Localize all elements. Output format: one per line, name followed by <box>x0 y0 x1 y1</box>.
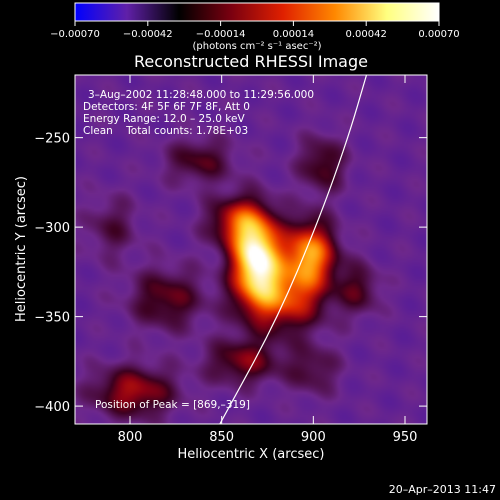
heatmap-plot-area: 800 850 900 950 −250 −300 −350 −400 <box>34 74 428 445</box>
x-axis-label: Heliocentric X (arcsec) <box>178 447 325 462</box>
colorbar-tick-label: −0.00070 <box>50 29 100 40</box>
colorbar-ticks: −0.00070 −0.00042 −0.00014 0.00014 0.00042 0.… <box>50 21 460 40</box>
colorbar-unit-label: (photons cm⁻² s⁻¹ asec⁻²) <box>192 41 321 52</box>
x-tick-label: 800 <box>118 430 143 445</box>
colorbar-tick-label: −0.00042 <box>123 29 173 40</box>
y-tick-label: −300 <box>34 221 70 236</box>
annotation-peak: Position of Peak = [869,–319] <box>95 399 250 411</box>
x-tick-label: 850 <box>209 430 234 445</box>
colorbar-tick-label: −0.00014 <box>196 29 246 40</box>
y-tick-label: −250 <box>34 132 70 147</box>
footer-date: 20–Apr–2013 11:47 <box>389 483 496 496</box>
colorbar-tick-label: 0.00042 <box>346 29 387 40</box>
annotation-clean: Clean Total counts: 1.78E+03 <box>83 125 248 137</box>
x-tick-label: 900 <box>301 430 326 445</box>
annotation-energy: Energy Range: 12.0 – 25.0 keV <box>83 113 245 125</box>
y-axis-label: Heliocentric Y (arcsec) <box>14 176 29 322</box>
info-annotations: 3–Aug–2002 11:28:48.000 to 11:29:56.000 … <box>83 89 314 411</box>
x-tick-label: 950 <box>393 430 418 445</box>
y-tick-label: −350 <box>34 311 70 326</box>
solar-limb-arc <box>219 75 368 424</box>
axis-ticks: 800 850 900 950 −250 −300 −350 −400 <box>34 75 427 445</box>
annotation-detectors: Detectors: 4F 5F 6F 7F 8F, Att 0 <box>83 101 250 113</box>
annotation-time: 3–Aug–2002 11:28:48.000 to 11:29:56.000 <box>88 89 314 101</box>
colorbar-tick-label: 0.00014 <box>273 29 314 40</box>
y-tick-label: −400 <box>34 400 70 415</box>
colorbar-tick-label: 0.00070 <box>418 29 459 40</box>
colorbar <box>74 2 440 22</box>
plot-frame <box>74 74 428 425</box>
chart-title: Reconstructed RHESSI Image <box>134 52 368 71</box>
